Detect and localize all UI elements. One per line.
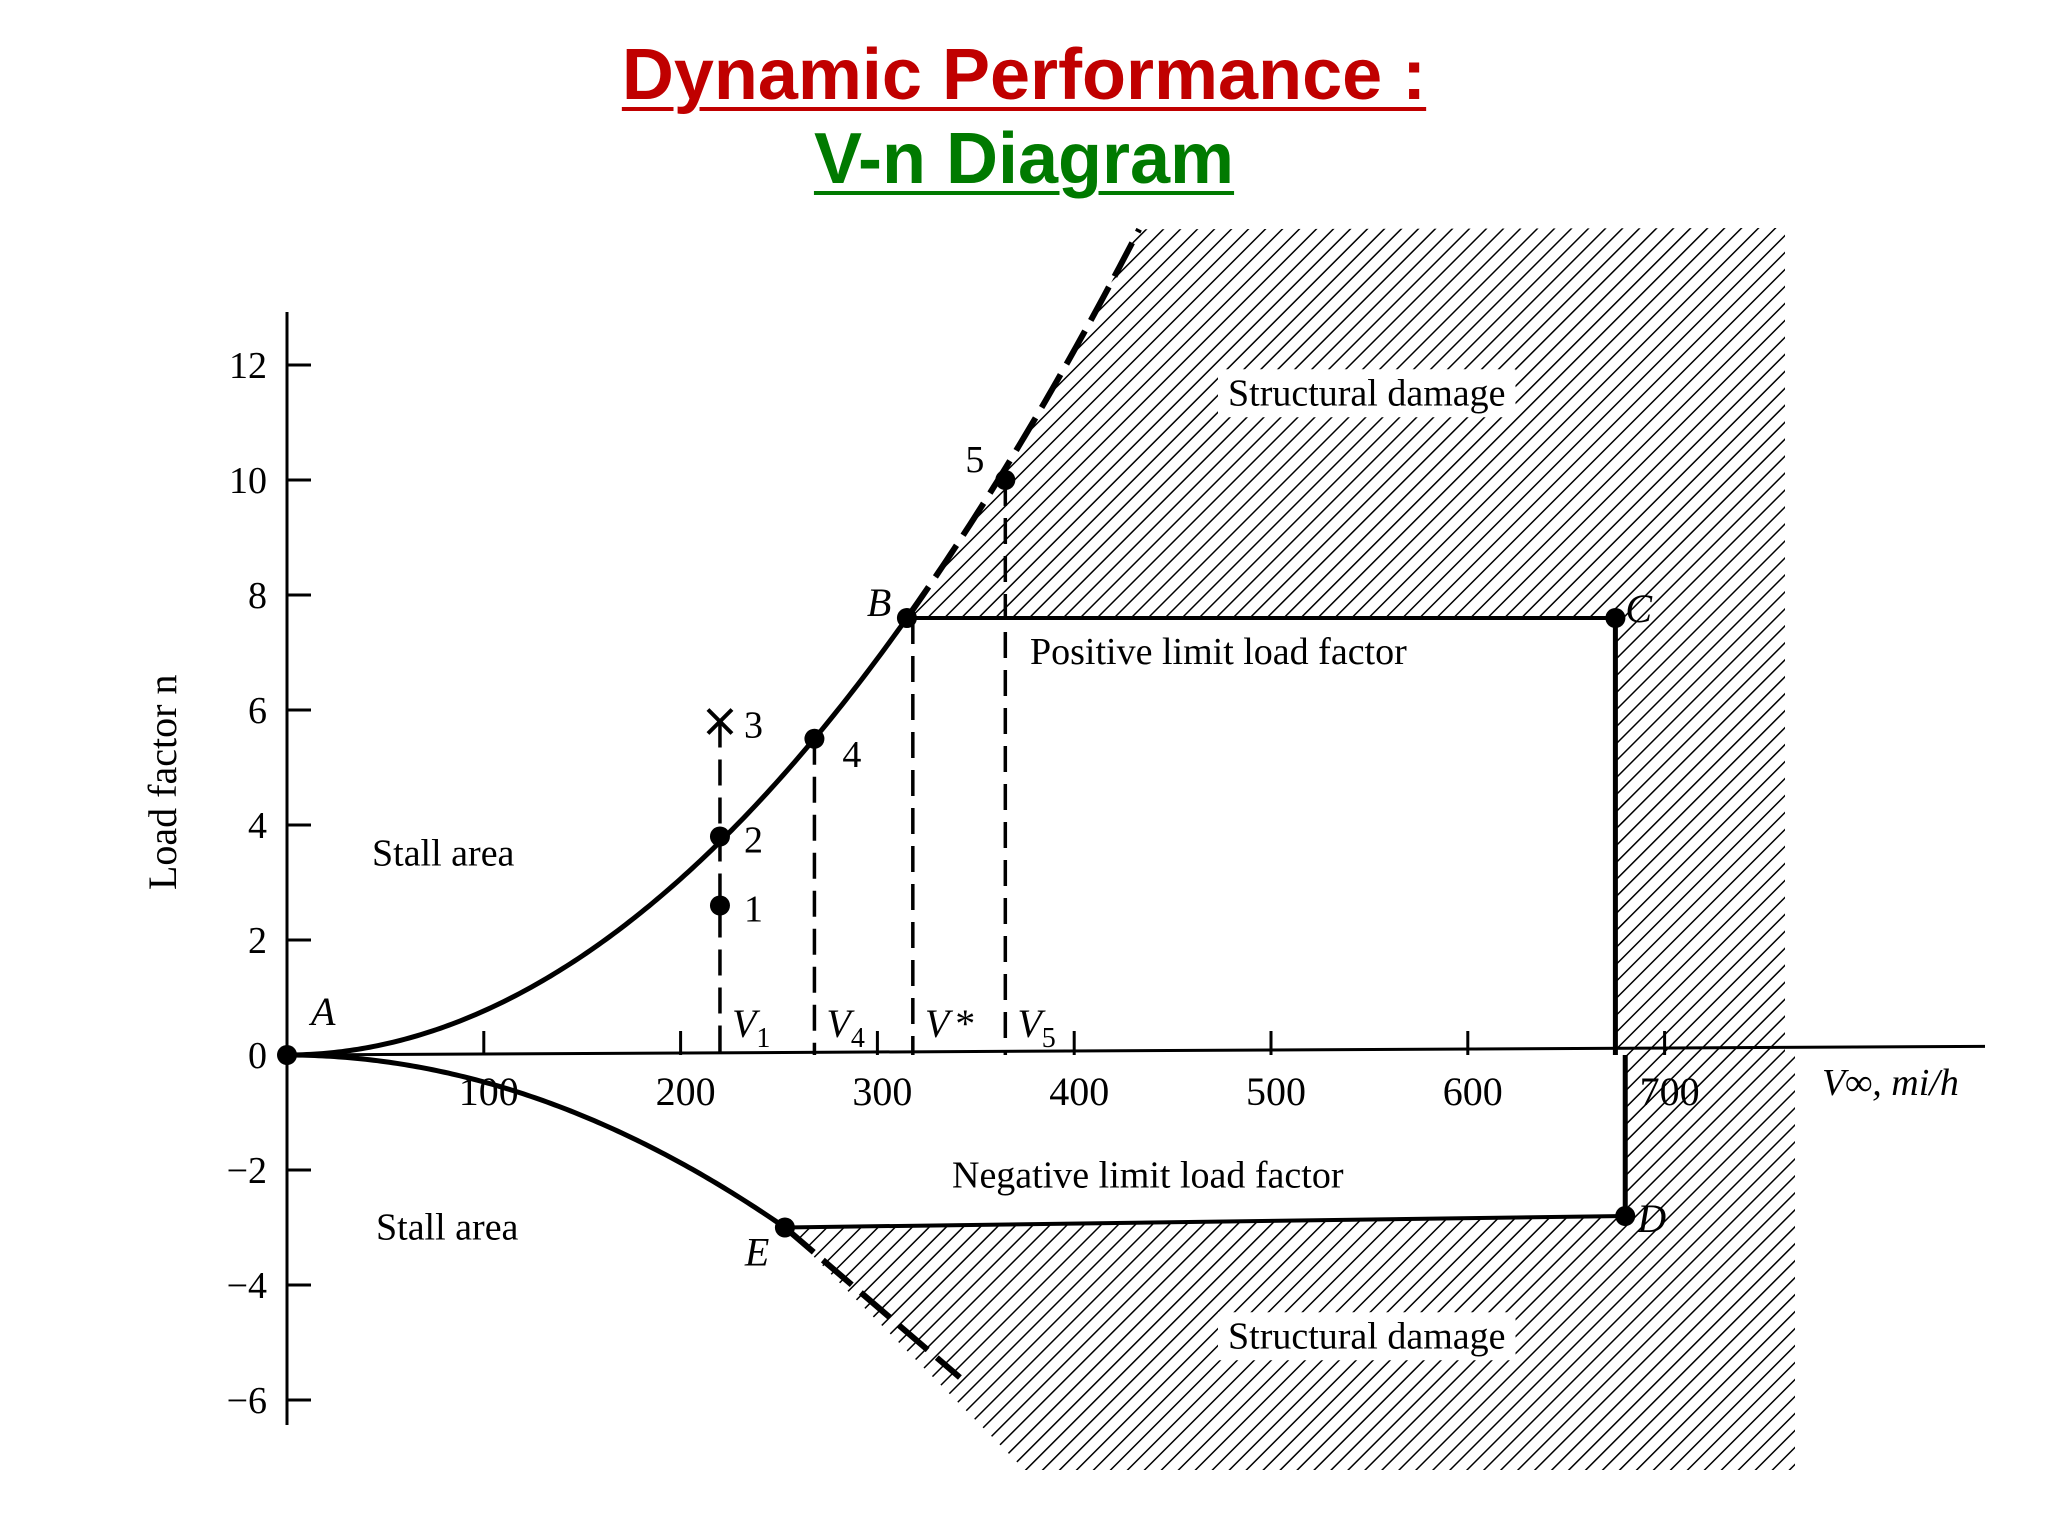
corner-point-c (1605, 608, 1626, 628)
y-tick-label: −6 (227, 1380, 267, 1422)
y-tick-label: 4 (248, 805, 267, 847)
flight-point-1 (709, 895, 730, 916)
label-background (1218, 1312, 1516, 1361)
y-tick-label: −2 (227, 1150, 267, 1192)
x-tick-label: 700 (1640, 1069, 1700, 1114)
flight-point-label: 2 (744, 820, 763, 862)
x-tick-label: 600 (1443, 1069, 1503, 1114)
structural-damage-upper-region (906, 228, 1785, 1055)
velocity-marker-label: V5 (1017, 1001, 1055, 1054)
structural-damage-lower-region (784, 1055, 1795, 1470)
x-axis-label: V∞, mi/h (1822, 1062, 1959, 1104)
corner-label-d: D (1636, 1196, 1666, 1241)
flight-point-label: 3 (744, 705, 763, 747)
corner-point-d (1615, 1206, 1636, 1226)
y-tick-label: 8 (248, 575, 267, 617)
corner-label-a: A (308, 989, 336, 1034)
structural-damage-lower-label-text: Structural damage (1228, 1315, 1506, 1357)
flight-point-5 (995, 470, 1016, 490)
flight-point-3 (706, 708, 734, 735)
positive-limit-label-text: Positive limit load factor (1030, 631, 1407, 673)
x-tick-label: 300 (852, 1069, 912, 1114)
negative-stall-extension (782, 1225, 962, 1380)
corner-label-b: B (867, 580, 891, 625)
corner-point-a (277, 1045, 297, 1065)
flight-point-label: 5 (965, 439, 984, 481)
positive-stall-extension (904, 227, 1142, 620)
negative-limit-line (784, 1214, 1626, 1230)
y-tick-label: 10 (229, 460, 267, 502)
y-tick-label: 12 (229, 345, 267, 387)
x-tick-label: 200 (656, 1069, 716, 1114)
corner-point-e (774, 1217, 795, 1238)
negative-limit-label: Negative limit load factor (952, 1154, 1344, 1196)
velocity-marker-label: V1 (732, 1001, 770, 1054)
slide-subtitle: V-n Diagram (813, 119, 1235, 199)
velocity-marker-label: V * (925, 1001, 975, 1046)
flight-point-label: 4 (842, 734, 861, 776)
velocity-marker-label: V4 (826, 1001, 864, 1054)
positive-limit-label: Positive limit load factor (1020, 628, 1417, 676)
label-background (1020, 628, 1417, 676)
negative-stall-curve (286, 1052, 785, 1229)
x-tick-label: 500 (1246, 1069, 1306, 1114)
positive-stall-curve (286, 619, 907, 1058)
structural-damage-upper-label: Structural damage (1218, 369, 1516, 418)
y-tick-label: −4 (227, 1265, 267, 1307)
y-tick-label: 2 (248, 920, 267, 962)
flight-point-4 (804, 728, 825, 749)
stall-area-lower-label: Stall area (376, 1207, 519, 1249)
structural-damage-lower-label: Structural damage (1218, 1312, 1516, 1361)
y-tick-label: 0 (248, 1035, 267, 1077)
corner-label-c: C (1625, 586, 1653, 631)
flight-point-label: 1 (744, 889, 763, 931)
y-axis-label: Load factor n (140, 675, 185, 890)
x-axis (286, 1044, 1986, 1057)
label-background (1218, 369, 1516, 418)
corner-point-b (896, 608, 917, 628)
x-tick-label: 100 (459, 1069, 519, 1114)
x-tick-label: 400 (1049, 1069, 1109, 1114)
structural-damage-upper-label-text: Structural damage (1228, 372, 1506, 414)
y-tick-label: 6 (248, 690, 267, 732)
cross-stroke (706, 708, 734, 735)
flight-point-2 (709, 826, 730, 847)
slide-title: Dynamic Performance : (621, 35, 1427, 115)
stall-area-upper-label: Stall area (372, 832, 515, 874)
corner-label-e: E (744, 1230, 769, 1275)
